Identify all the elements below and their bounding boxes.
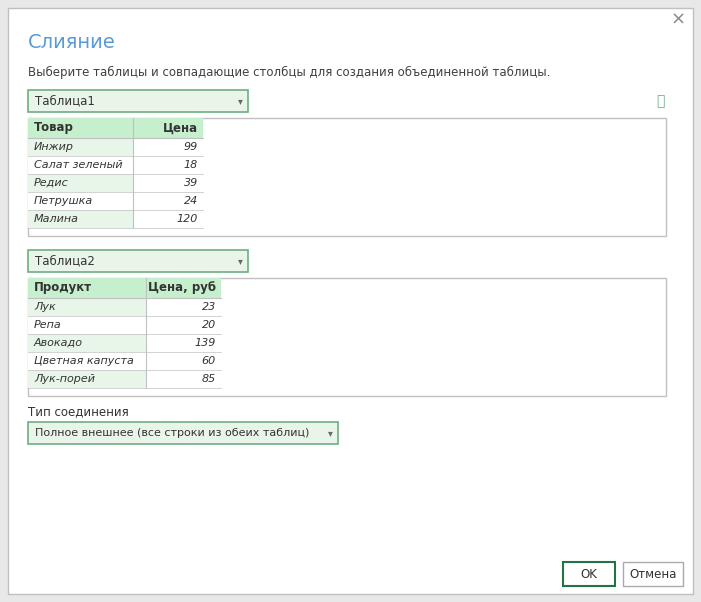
Bar: [563, 562, 615, 586]
Text: 20: 20: [202, 320, 216, 330]
Bar: [28, 210, 133, 228]
Bar: [28, 316, 146, 334]
Bar: [28, 422, 338, 444]
Text: Слияние: Слияние: [28, 33, 116, 52]
Text: ⎘: ⎘: [656, 94, 664, 108]
Bar: [133, 210, 203, 228]
Bar: [28, 370, 146, 388]
Bar: [28, 278, 221, 298]
Text: Полное внешнее (все строки из обеих таблиц): Полное внешнее (все строки из обеих табл…: [35, 428, 309, 438]
Text: Тип соединения: Тип соединения: [28, 406, 129, 418]
Bar: [146, 316, 221, 334]
Text: Петрушка: Петрушка: [34, 196, 93, 206]
Text: 139: 139: [195, 338, 216, 348]
Text: 23: 23: [202, 302, 216, 312]
Bar: [146, 352, 221, 370]
Text: ▾: ▾: [238, 256, 243, 266]
Bar: [28, 352, 146, 370]
Text: ▾: ▾: [238, 96, 243, 106]
Text: Лук: Лук: [34, 302, 56, 312]
Text: Авокадо: Авокадо: [34, 338, 83, 348]
Bar: [28, 192, 133, 210]
Bar: [133, 138, 203, 156]
Text: 120: 120: [177, 214, 198, 224]
Bar: [28, 298, 146, 316]
Text: Продукт: Продукт: [34, 282, 92, 294]
Text: Инжир: Инжир: [34, 142, 74, 152]
Bar: [28, 156, 133, 174]
Text: Цветная капуста: Цветная капуста: [34, 356, 134, 366]
Bar: [28, 278, 666, 396]
Bar: [133, 174, 203, 192]
Bar: [146, 298, 221, 316]
Text: Выберите таблицы и совпадающие столбцы для создания объединенной таблицы.: Выберите таблицы и совпадающие столбцы д…: [28, 66, 550, 78]
Bar: [28, 118, 203, 138]
Bar: [28, 174, 133, 192]
Bar: [28, 90, 248, 112]
Bar: [623, 562, 683, 586]
Text: OK: OK: [580, 568, 597, 580]
Text: Таблица2: Таблица2: [35, 255, 95, 267]
Text: Товар: Товар: [34, 122, 74, 134]
Text: Лук-порей: Лук-порей: [34, 374, 95, 384]
Text: Салат зеленый: Салат зеленый: [34, 160, 123, 170]
Text: Отмена: Отмена: [629, 568, 676, 580]
Text: ×: ×: [670, 11, 686, 29]
Bar: [28, 138, 133, 156]
Text: 99: 99: [184, 142, 198, 152]
Bar: [133, 156, 203, 174]
Text: Цена: Цена: [163, 122, 198, 134]
Text: 18: 18: [184, 160, 198, 170]
Text: ▾: ▾: [327, 428, 332, 438]
Bar: [146, 370, 221, 388]
Text: 39: 39: [184, 178, 198, 188]
Text: Репа: Репа: [34, 320, 62, 330]
Text: Таблица1: Таблица1: [35, 95, 95, 108]
Bar: [28, 334, 146, 352]
Text: 60: 60: [202, 356, 216, 366]
Bar: [146, 334, 221, 352]
Bar: [133, 192, 203, 210]
Text: 85: 85: [202, 374, 216, 384]
Text: 24: 24: [184, 196, 198, 206]
Bar: [28, 118, 666, 236]
Text: Редис: Редис: [34, 178, 69, 188]
Bar: [28, 250, 248, 272]
Text: Цена, руб: Цена, руб: [148, 282, 216, 294]
Text: Малина: Малина: [34, 214, 79, 224]
